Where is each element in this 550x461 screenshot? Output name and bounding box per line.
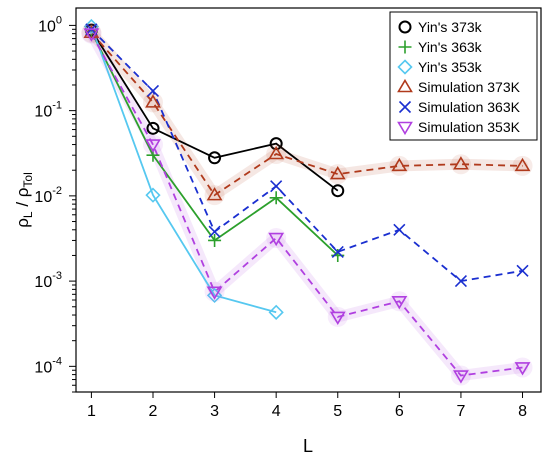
data-point-simulation-353k (204, 281, 225, 302)
legend-marker-simulation-373k (397, 78, 413, 93)
y-axis-label: ρL / ρTol (13, 172, 35, 228)
series-line-simulation-353k (90, 33, 523, 377)
y-axis: 100 10-1 10-2 10-3 10-4 (34, 14, 76, 393)
y-tick-label: 10-3 (34, 270, 62, 291)
series-line-simulation-363k (90, 28, 523, 283)
data-point-simulation-363k (270, 180, 283, 193)
y-axis-label-sep: / (13, 197, 32, 211)
y-axis-label-rho: ρ (13, 218, 32, 228)
x-tick-label: 1 (87, 403, 96, 420)
data-point-yin-s-373k (331, 184, 345, 198)
legend-marker-yin-s-353k (397, 59, 413, 75)
data-point-simulation-373k (142, 92, 163, 113)
data-point-yin-s-363k (269, 191, 283, 205)
data-point-yin-s-353k (145, 187, 161, 203)
data-point-simulation-363k (393, 223, 406, 236)
data-point-simulation-373k (204, 185, 225, 206)
y-tick-label: 10-1 (34, 100, 62, 121)
series-line-simulation-373k (90, 32, 523, 197)
data-point-simulation-353k (142, 134, 163, 155)
legend-label-yin-s-373k: Yin's 373k (418, 19, 483, 35)
legend-marker-simulation-353k (397, 121, 413, 136)
x-axis: 1 2 3 4 5 6 7 8 (87, 392, 527, 420)
data-point-simulation-373k (266, 143, 287, 164)
y-axis-label-rho-2: ρ (13, 188, 32, 198)
legend: Yin's 373k Yin's 363k Yin's 353k Simulation… (389, 11, 538, 141)
x-tick-label: 6 (395, 403, 404, 420)
y-tick-label: 10-2 (34, 185, 62, 206)
data-point-simulation-363k (146, 84, 160, 98)
x-tick-label: 5 (333, 403, 342, 420)
data-point-yin-s-373k (146, 121, 160, 135)
data-point-simulation-373k (450, 154, 471, 175)
data-point-simulation-353k (389, 291, 410, 312)
data-point-simulation-353k (81, 23, 102, 44)
y-axis-label-sub-l: L (21, 211, 35, 218)
data-point-simulation-363k (208, 225, 221, 238)
x-tick-label: 8 (518, 403, 527, 420)
legend-box (389, 11, 538, 141)
legend-label-yin-s-363k: Yin's 363k (418, 39, 483, 55)
data-point-simulation-373k (389, 155, 410, 176)
data-point-yin-s-373k (269, 137, 283, 151)
data-point-simulation-353k (512, 357, 533, 378)
plot-markers-layer (81, 18, 533, 386)
legend-label-simulation-373k: Simulation 373K (418, 79, 521, 95)
data-point-simulation-363k (516, 264, 529, 277)
series-line-yin-s-363k (90, 30, 339, 257)
series-line-yin-s-373k (90, 29, 339, 192)
data-point-yin-s-353k (206, 287, 223, 304)
data-point-simulation-373k (327, 164, 348, 185)
y-axis-label-sub-tol: Tol (21, 172, 35, 187)
data-point-simulation-363k (331, 245, 344, 258)
series-line-yin-s-353k (90, 26, 277, 314)
x-tick-label: 3 (210, 403, 219, 420)
legend-marker-simulation-363k (398, 100, 412, 114)
data-point-simulation-353k (266, 228, 287, 249)
y-tick-label: 10-4 (34, 355, 62, 376)
x-tick-label: 2 (149, 403, 158, 420)
x-tick-label: 7 (456, 403, 465, 420)
data-point-simulation-353k (450, 365, 471, 386)
legend-label-yin-s-353k: Yin's 353k (418, 59, 483, 75)
data-point-simulation-353k (327, 306, 348, 327)
x-axis-label: L (303, 436, 313, 456)
legend-marker-yin-s-363k (398, 40, 412, 54)
data-point-simulation-363k (454, 275, 467, 288)
x-tick-label: 4 (272, 403, 281, 420)
data-point-simulation-373k (512, 155, 533, 176)
legend-label-simulation-363k: Simulation 363K (418, 99, 521, 115)
y-tick-label: 100 (38, 14, 62, 35)
data-point-yin-s-353k (268, 304, 284, 320)
legend-label-simulation-353k: Simulation 353K (418, 119, 521, 135)
data-point-yin-s-373k (208, 151, 222, 165)
data-point-yin-s-363k (208, 233, 222, 247)
plot-lines-layer (90, 26, 523, 377)
legend-marker-yin-s-373k (398, 20, 412, 34)
